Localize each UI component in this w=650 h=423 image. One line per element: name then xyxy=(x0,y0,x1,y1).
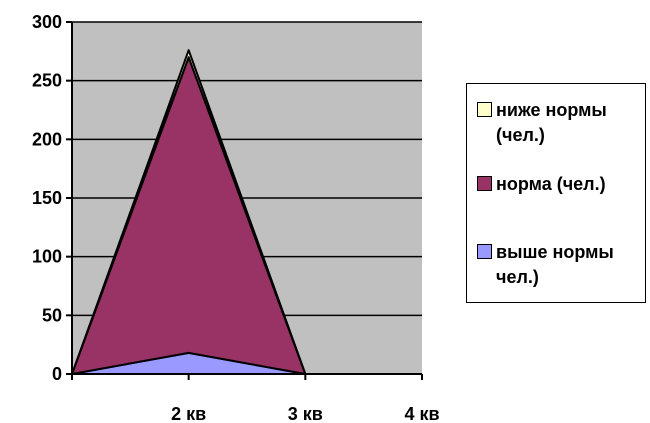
y-tick-label: 0 xyxy=(52,364,62,384)
legend-label-norm: норма (чел.) xyxy=(496,174,606,194)
legend-swatch-below-norm xyxy=(477,102,492,117)
y-tick-label: 100 xyxy=(32,247,62,267)
x-tick-label: 4 кв xyxy=(404,404,439,423)
legend-item-norm: норма (чел.) xyxy=(477,172,646,197)
y-tick-label: 150 xyxy=(32,188,62,208)
x-tick-label: 3 кв xyxy=(288,404,323,423)
legend: ниже нормы (чел.) норма (чел.) выше норм… xyxy=(466,83,646,303)
legend-label-below-norm: ниже нормы (чел.) xyxy=(496,100,607,145)
legend-swatch-above-norm xyxy=(477,244,492,259)
x-tick-label: 2 кв xyxy=(171,404,206,423)
y-tick-label: 250 xyxy=(32,71,62,91)
legend-swatch-norm xyxy=(477,176,492,191)
y-tick-label: 200 xyxy=(32,129,62,149)
legend-label-above-norm: выше нормы чел.) xyxy=(496,242,614,287)
legend-item-below-norm: ниже нормы (чел.) xyxy=(477,98,646,148)
y-axis-ticks: 0 50 100 150 200 250 300 xyxy=(32,12,72,384)
y-tick-label: 300 xyxy=(32,12,62,32)
y-tick-label: 50 xyxy=(42,305,62,325)
x-axis-ticks: 2 кв 3 кв 4 кв xyxy=(71,374,440,423)
legend-item-above-norm: выше нормы чел.) xyxy=(477,240,646,290)
